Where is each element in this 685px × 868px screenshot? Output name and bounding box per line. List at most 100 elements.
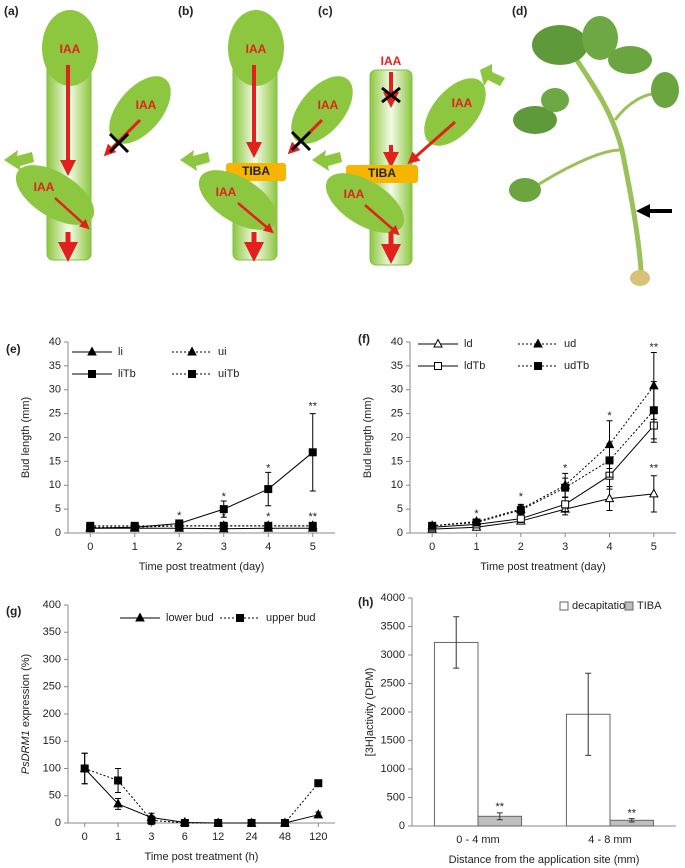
y-tick-label: 3000 [381,649,405,661]
annotation: ** [495,801,504,813]
x-axis-label: Time post treatment (h) [145,851,259,863]
iaa-label: IAA [34,180,55,194]
panel-label: (d) [512,4,527,18]
y-axis-label-text: Bud length (mm) [20,397,32,478]
marker [280,819,289,827]
annotation: ** [308,511,317,523]
x-tick-label: 3 [562,541,568,553]
annotation: * [474,508,479,520]
x-tick-label: 3 [148,831,154,843]
annotation: * [563,462,568,474]
legend-label: udTb [564,360,589,372]
x-tick-label: 0 [82,831,88,843]
series-line [432,493,654,530]
marker [264,485,273,494]
marker [114,776,123,785]
x-tick-label: 6 [182,831,188,843]
y-axis-label: Bud length (mm) [362,397,374,478]
y-axis-label-text: expression (%) [20,654,32,730]
marker [214,819,223,827]
y-tick-label: 0 [397,527,403,539]
x-tick-label: 48 [279,831,291,843]
y-axis-label-text: Bud length (mm) [362,397,374,478]
y-tick-label: 35 [49,360,61,372]
y-tick-label: 20 [49,431,61,443]
marker [247,819,256,827]
iaa-label: IAA [344,187,365,201]
y-tick-label: 250 [43,681,61,693]
growth-arrow [4,150,34,171]
marker [175,521,184,530]
y-tick-label: 5 [55,503,61,515]
leaf [15,165,95,225]
x-axis-label: Time post treatment (day) [139,561,265,573]
x-tick-label: 4 [606,541,612,553]
marker [264,521,273,530]
y-tick-label: 0 [55,817,61,829]
iaa-label: IAA [246,42,267,56]
y-tick-label: 0 [55,527,61,539]
marker [433,338,443,348]
marker [135,612,145,622]
y-tick-label: 2000 [381,706,405,718]
y-axis-label: [3H]activity (DPM) [364,668,376,757]
legend-label: ld [464,338,473,350]
x-tick-label: 5 [310,541,316,553]
tiba-label: TIBA [368,166,396,180]
annotation: * [222,511,227,523]
y-tick-label: 1500 [381,734,405,746]
x-tick-label: 0 [87,541,93,553]
auxin-arrow [54,197,90,230]
iaa-label: IAA [452,96,473,110]
leaf [424,78,486,146]
growth-arrow [480,64,505,86]
panel-label: (b) [178,4,193,18]
y-tick-label: 150 [43,735,61,747]
marker [187,346,197,356]
annotation: * [266,462,271,474]
y-axis-label: Bud length (mm) [20,397,32,478]
y-tick-label: 10 [391,479,403,491]
y-axis-label-text: [3H]activity (DPM) [364,668,376,757]
block-cross [108,132,130,154]
growth-arrow [312,150,342,171]
x-tick-label: 2 [176,541,182,553]
marker [428,521,437,530]
auxin-arrow [364,204,400,236]
legend-label: ui [218,346,227,358]
error-bar [453,616,460,669]
y-tick-label: 20 [391,431,403,443]
y-tick-label: 40 [49,336,61,348]
legend-swatch [624,601,634,611]
y-tick-label: 350 [43,626,61,638]
auxin-arrow [407,120,456,164]
marker [648,488,659,498]
leaf [291,76,353,144]
leaf [198,170,278,230]
x-tick-label: 1 [473,541,479,553]
growth-arrow [180,150,210,171]
legend-label: ldTb [464,360,485,372]
leaf [228,10,284,86]
legend-label: TIBA [637,600,662,612]
iaa-label: IAA [60,42,81,56]
series-line [432,385,655,527]
marker [236,614,244,622]
y-tick-label: 100 [43,762,61,774]
x-tick-label: 4 [265,541,271,553]
tiba-label: TIBA [242,164,270,178]
annotation: * [519,491,524,503]
annotation: ** [650,342,659,354]
panel-label: (a) [4,4,19,18]
marker [314,779,323,788]
panel-label: (c) [318,4,333,18]
y-tick-label: 200 [43,708,61,720]
auxin-arrow [237,202,274,234]
bar [433,641,479,827]
x-tick-label: 5 [651,541,657,553]
x-tick-label: 0 - 4 mm [456,834,499,846]
legend-label: uiTb [218,368,239,380]
series-line [432,409,655,527]
marker [472,518,481,527]
